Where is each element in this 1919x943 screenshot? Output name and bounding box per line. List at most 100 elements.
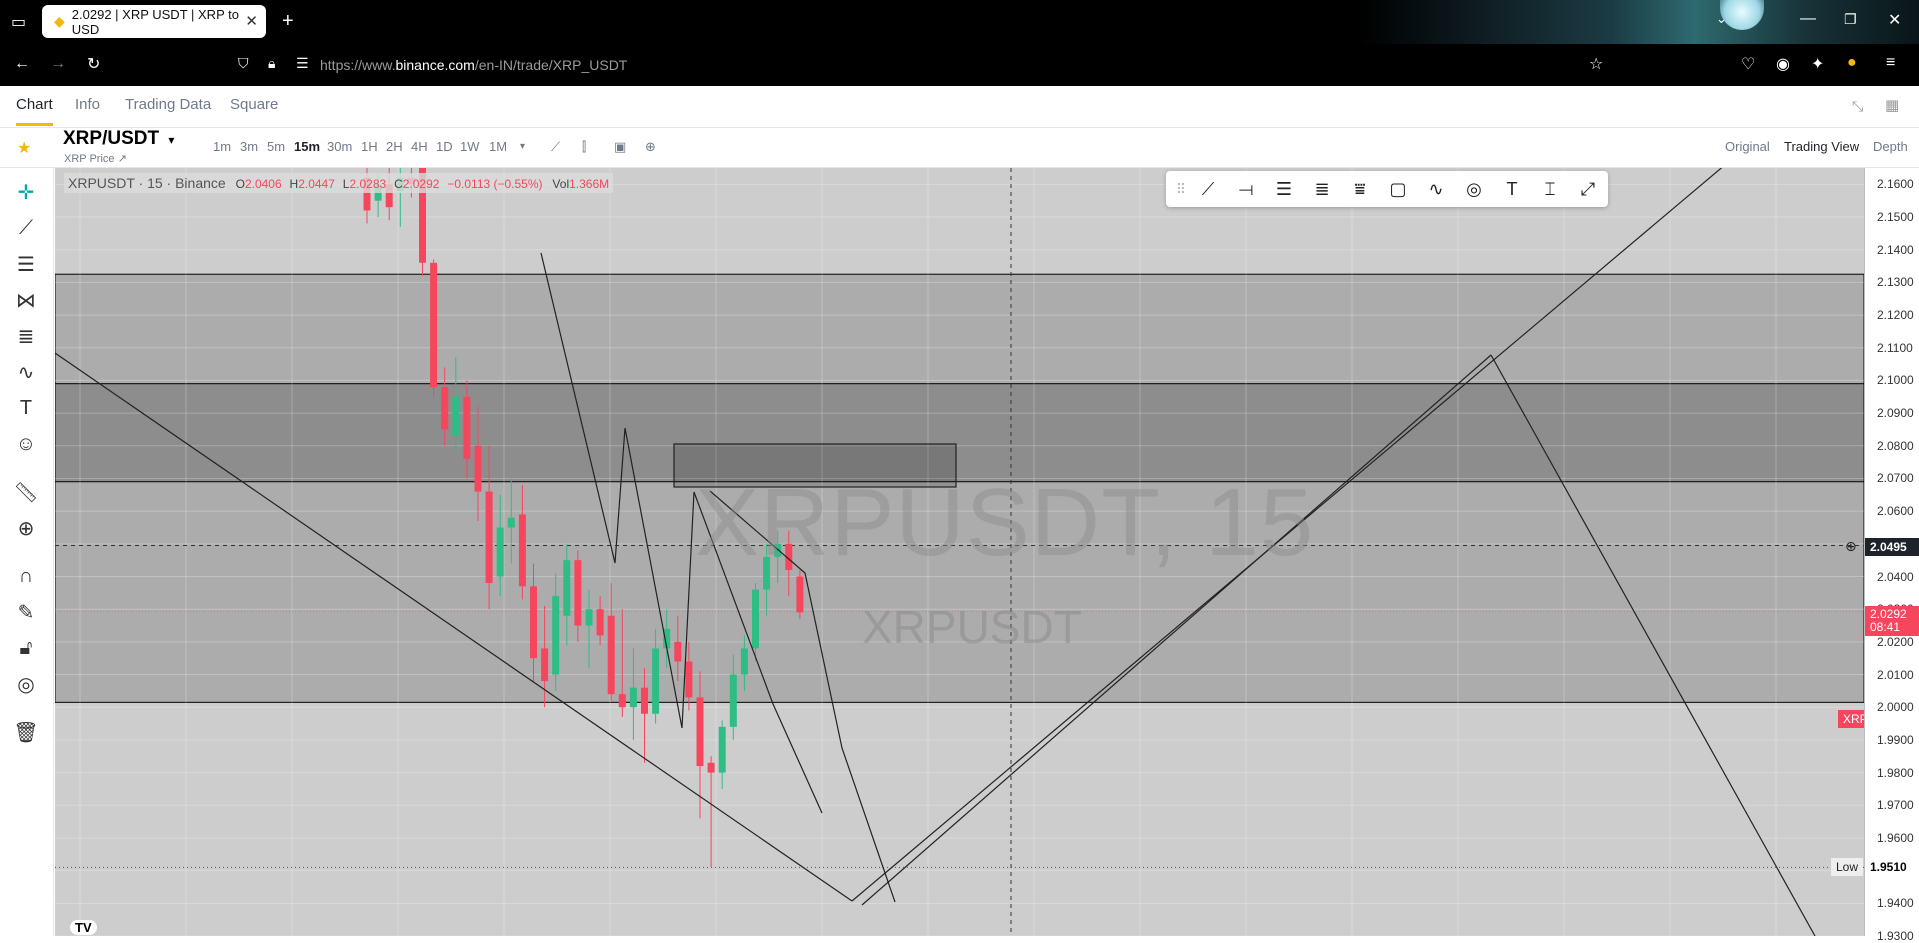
pencil-lock-icon[interactable]: ✎ <box>17 601 35 624</box>
lock-icon[interactable]: 🔒︎ <box>268 55 276 71</box>
parallel-lines-icon[interactable]: ☰ <box>17 253 35 276</box>
eye-icon[interactable]: ◎ <box>17 673 35 696</box>
tab-list-icon[interactable]: ▭ <box>11 14 27 31</box>
zoom-in-icon[interactable]: ⊕ <box>17 517 35 540</box>
candle <box>474 445 482 492</box>
screenshot-icon[interactable]: ▣ <box>614 139 627 154</box>
extensions-icon[interactable]: ✦ <box>1811 56 1825 73</box>
tab-info[interactable]: Info <box>75 96 101 113</box>
tool-trend-line-icon[interactable]: ⟋ <box>1201 178 1215 199</box>
restore-icon[interactable]: ❐ <box>1844 11 1857 27</box>
chart-header: ★ XRP/USDT ▾ XRP Price ↗ 1m 3m 5m 15m 30… <box>0 128 1919 168</box>
emoji-icon[interactable]: ☺ <box>15 432 37 455</box>
timeframe-1w[interactable]: 1W <box>460 139 480 154</box>
unlock-icon[interactable]: 🔓︎ <box>19 636 33 659</box>
candle <box>552 596 560 675</box>
tool-price-range-icon[interactable]: ⌶ <box>1544 178 1556 199</box>
candle <box>629 687 637 708</box>
candle <box>596 609 604 636</box>
minimize-icon[interactable]: — <box>1800 10 1816 27</box>
forward-icon[interactable]: → <box>50 55 66 72</box>
magnet-icon[interactable]: ∩ <box>18 564 34 587</box>
candle <box>618 694 626 708</box>
favorite-star-icon[interactable]: ★ <box>17 140 32 157</box>
tool-horizontal-lines-icon[interactable]: ☰ <box>1275 178 1293 199</box>
drag-handle-icon[interactable]: ⠿ <box>1175 180 1187 197</box>
tool-circle-icon[interactable]: ◎ <box>1466 178 1482 199</box>
tab-chart[interactable]: Chart <box>16 96 53 126</box>
view-original[interactable]: Original <box>1725 139 1770 154</box>
tool-rectangle-icon[interactable]: ▢ <box>1389 178 1407 199</box>
new-tab-icon[interactable]: + <box>282 10 294 32</box>
trash-icon[interactable]: 🗑︎ <box>13 721 39 744</box>
timeframe-3m[interactable]: 3m <box>240 139 259 154</box>
view-trading-view[interactable]: Trading View <box>1784 139 1860 154</box>
candle <box>574 560 582 626</box>
more-timeframes-icon[interactable]: ▾ <box>520 141 526 152</box>
chart-canvas[interactable] <box>55 168 1864 936</box>
timeframe-1m-month[interactable]: 1M <box>489 139 508 154</box>
tool-ray-icon[interactable]: ⟞ <box>1238 178 1254 199</box>
price-link[interactable]: XRP Price ↗ <box>64 153 127 165</box>
candle <box>485 491 493 584</box>
tool-fib-icon[interactable]: ⩸ <box>1354 178 1366 199</box>
reload-icon[interactable]: ↻ <box>87 56 101 73</box>
fib-icon[interactable]: ≣ <box>17 325 35 348</box>
timeframe-1m[interactable]: 1m <box>213 139 232 154</box>
window-close-icon[interactable]: ✕ <box>1888 12 1902 29</box>
trend-line-icon[interactable]: ⟋ <box>19 216 33 239</box>
back-icon[interactable]: ← <box>14 55 30 72</box>
legend-title: XRPUSDT · 15 · Binance <box>68 175 226 191</box>
zone-0 <box>55 273 1864 703</box>
tab-close-icon[interactable]: ✕ <box>245 13 258 30</box>
menu-icon[interactable]: ≡ <box>1886 54 1896 71</box>
tab-square[interactable]: Square <box>230 96 279 113</box>
add-alert-icon[interactable]: ⊕ <box>1845 538 1857 554</box>
timeframe-2h[interactable]: 2H <box>386 139 403 154</box>
candle-type-icon[interactable]: ⫿ <box>582 139 587 154</box>
crosshair-price-label: 2.0495 <box>1865 538 1919 556</box>
candle <box>707 762 715 773</box>
tool-path-icon[interactable]: ∿ <box>1428 178 1444 199</box>
candle <box>452 396 460 436</box>
drawing-toolbar: ⠿ ⟋ ⟞ ☰ ≣ ⩸ ▢ ∿ ◎ T ⌶ ⤢ <box>1166 171 1608 207</box>
indicators-icon[interactable]: ⟋ <box>551 139 561 154</box>
drawing-trend-line-3 <box>1490 354 1816 936</box>
extension-avatar-icon[interactable]: ● <box>1847 54 1857 71</box>
timeframe-1d[interactable]: 1D <box>436 139 453 154</box>
symbol-selector[interactable]: XRP/USDT ▾ <box>63 128 174 150</box>
permissions-icon[interactable]: ☰ <box>296 55 309 71</box>
timeframe-4h[interactable]: 4H <box>411 139 428 154</box>
tool-text-icon[interactable]: T <box>1506 178 1518 199</box>
account-icon[interactable]: ◉ <box>1776 56 1790 73</box>
price-tick: 2.0000 <box>1877 700 1914 715</box>
timeframe-15m[interactable]: 15m <box>294 139 321 154</box>
browser-tab-active[interactable]: ◆ 2.0292 | XRP USDT | XRP to USD ✕ <box>42 5 266 38</box>
crosshair-icon[interactable]: ✛ <box>17 181 35 204</box>
settings-icon[interactable]: ⊕ <box>645 139 656 154</box>
candle <box>585 609 593 626</box>
timeframe-1h[interactable]: 1H <box>361 139 378 154</box>
ruler-icon[interactable]: 📏︎ <box>13 481 39 504</box>
timeframe-5m[interactable]: 5m <box>267 139 286 154</box>
path-icon[interactable]: ∿ <box>17 361 35 384</box>
tracking-shield-icon[interactable]: ⛉ <box>238 55 249 71</box>
tab-overflow-chevron-icon[interactable]: ⌄ <box>1716 11 1727 26</box>
pattern-icon[interactable]: ⋈ <box>16 289 36 312</box>
candle <box>652 648 660 714</box>
collapse-icon[interactable]: ⤡ <box>1852 98 1864 114</box>
url-field[interactable]: https://www.binance.com/en-IN/trade/XRP_… <box>320 57 627 73</box>
bookmark-star-icon[interactable]: ☆ <box>1589 56 1604 73</box>
symbol-dropdown-icon: ▾ <box>168 133 175 147</box>
layout-grid-icon[interactable]: ▦ <box>1885 97 1900 114</box>
tab-trading-data[interactable]: Trading Data <box>125 96 212 113</box>
pocket-icon[interactable]: ♡ <box>1741 56 1756 73</box>
price-axis[interactable]: 2.1600 2.1500 2.1400 2.1300 2.1200 2.1100 2.10… <box>1864 168 1919 943</box>
price-chart[interactable]: XRPUSDT, 15 XRPUSDT XRPUSDT · 15 · Binan… <box>55 168 1864 936</box>
url-path: /en-IN/trade/XRP_USDT <box>474 57 628 73</box>
timeframe-30m[interactable]: 30m <box>327 139 353 154</box>
view-depth[interactable]: Depth <box>1873 139 1908 154</box>
text-tool-icon[interactable]: T <box>19 396 33 419</box>
tool-measure-icon[interactable]: ⤢ <box>1580 178 1596 199</box>
tool-channel-icon[interactable]: ≣ <box>1314 178 1330 199</box>
